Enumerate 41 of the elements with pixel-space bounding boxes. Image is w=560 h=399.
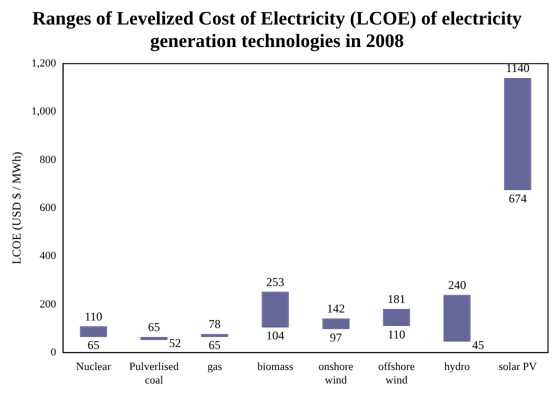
y-tick-label: 1,000 [31, 106, 57, 118]
x-tick-label: onshore wind [318, 361, 354, 386]
annotation: 674 [508, 191, 527, 206]
x-tick-label: offshore wind [378, 361, 415, 386]
annotation: 45 [472, 338, 484, 352]
x-tick-label: solar PV [498, 361, 537, 374]
y-tick-label: 600 [40, 202, 57, 214]
annotation: 65 [148, 320, 160, 334]
annotation: 78 [208, 316, 221, 331]
annotation: 97 [330, 330, 342, 344]
y-tick-label: 0 [50, 346, 57, 358]
annotation: 65 [208, 338, 221, 352]
x-tick-label: hydro [444, 361, 470, 374]
y-axis-title: LCOE (USD $ / MWh) [9, 152, 24, 264]
bar [443, 294, 471, 342]
x-tick-label: gas [207, 361, 222, 374]
annotation: 65 [87, 338, 100, 352]
annotation: 104 [266, 328, 284, 343]
x-tick-label: biomass [257, 361, 294, 374]
chart-title: Ranges of Levelized Cost of Electricity (LCOE) of electricity generation technologies in 2008 [32, 8, 522, 52]
bar [322, 318, 350, 330]
annotation: 240 [448, 278, 466, 292]
x-tick-label: Pulverlised coal [129, 361, 180, 386]
y-tick-label: 800 [40, 154, 57, 166]
annotation: 181 [387, 292, 406, 306]
bar [80, 326, 108, 337]
bar [262, 292, 289, 328]
bar [504, 78, 532, 190]
bar [140, 336, 168, 340]
annotation: 142 [326, 302, 345, 316]
y-tick-label: 1,200 [31, 57, 57, 70]
x-tick-label: Nuclear [76, 361, 112, 374]
annotation: 52 [169, 336, 182, 350]
bar [201, 334, 228, 337]
annotation: 253 [266, 274, 284, 289]
annotation: 110 [388, 327, 406, 342]
bar [382, 309, 410, 326]
y-tick-label: 200 [40, 298, 57, 310]
annotation: 110 [84, 309, 102, 324]
y-tick-label: 400 [40, 250, 57, 262]
annotation: 1140 [506, 61, 530, 76]
